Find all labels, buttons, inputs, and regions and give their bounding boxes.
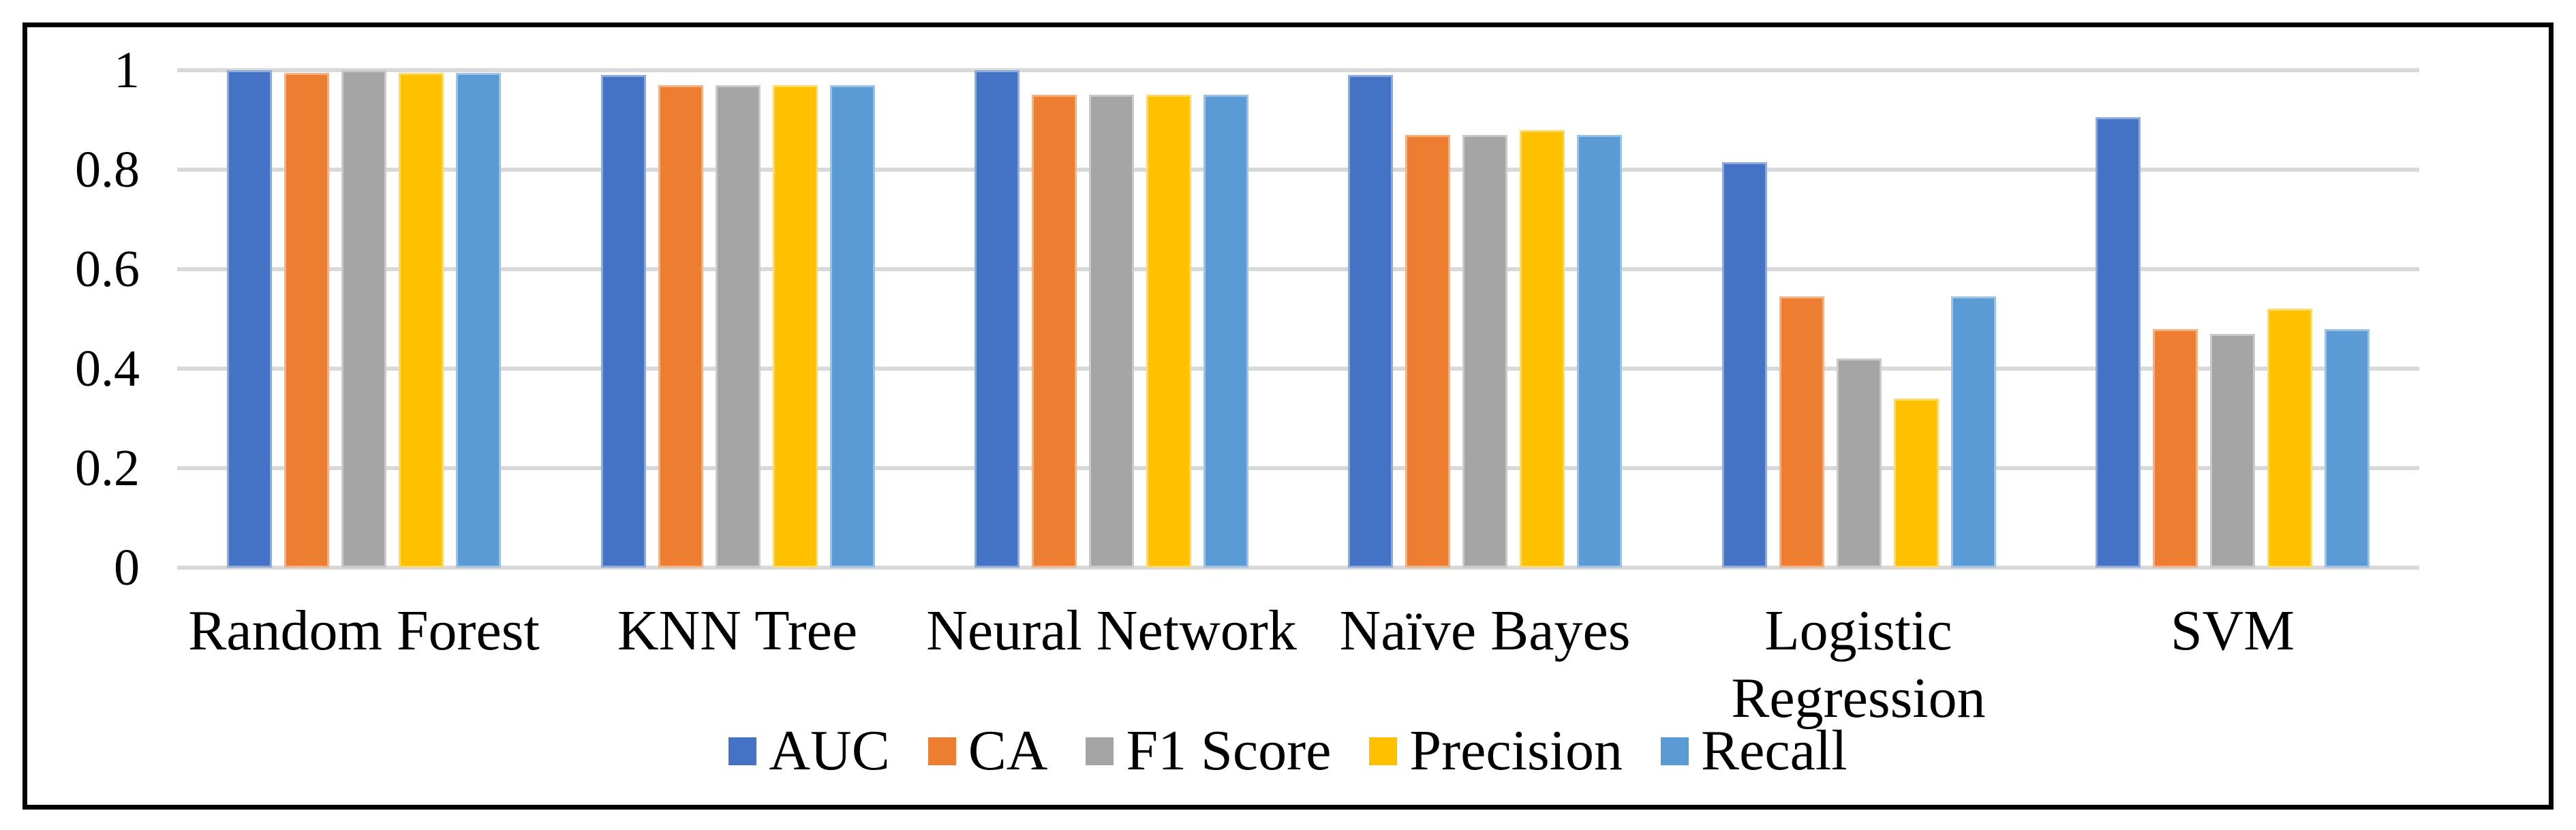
bar-auc-knn-tree bbox=[601, 75, 646, 568]
legend-label-precision: Precision bbox=[1409, 719, 1623, 782]
y-tick-label-0: 0 bbox=[114, 539, 140, 596]
x-category-label-logistic-regression: Logistic Regression bbox=[1731, 599, 1986, 731]
gridline-y-0-6 bbox=[177, 267, 2419, 271]
x-category-label-svm: SVM bbox=[2170, 599, 2295, 662]
bar-f1-score-logistic-regression bbox=[1837, 358, 1882, 568]
y-tick-label-0-6: 0.6 bbox=[75, 241, 140, 298]
gridline-y-1 bbox=[177, 68, 2419, 72]
legend-swatch-icon-f1-score bbox=[1086, 737, 1114, 765]
gridline-y-0-8 bbox=[177, 168, 2419, 172]
bar-f1-score-knn-tree bbox=[716, 85, 761, 568]
bar-ca-svm bbox=[2153, 329, 2198, 568]
bar-precision-knn-tree bbox=[773, 85, 818, 568]
legend-item-f1-score: F1 Score bbox=[1086, 718, 1331, 784]
legend-item-precision: Precision bbox=[1369, 718, 1623, 784]
y-tick-label-1: 1 bbox=[114, 42, 140, 99]
bar-ca-neural-network bbox=[1032, 95, 1077, 568]
bar-precision-na-ve-bayes bbox=[1520, 130, 1565, 568]
y-tick-label-0-4: 0.4 bbox=[75, 340, 140, 397]
legend-swatch-icon-recall bbox=[1661, 737, 1689, 765]
y-tick-label-0-8: 0.8 bbox=[75, 141, 140, 198]
legend-swatch-icon-ca bbox=[927, 737, 956, 765]
legend-item-ca: CA bbox=[927, 718, 1048, 784]
bar-auc-random-forest bbox=[227, 70, 272, 568]
bar-f1-score-na-ve-bayes bbox=[1462, 135, 1507, 568]
bar-recall-na-ve-bayes bbox=[1577, 135, 1622, 568]
bar-precision-logistic-regression bbox=[1894, 399, 1939, 568]
bar-ca-logistic-regression bbox=[1779, 296, 1824, 568]
y-tick-label-0-2: 0.2 bbox=[75, 440, 140, 497]
legend-label-f1-score: F1 Score bbox=[1126, 719, 1332, 782]
legend-label-ca: CA bbox=[968, 719, 1048, 782]
legend-item-auc: AUC bbox=[729, 718, 890, 784]
bar-auc-neural-network bbox=[975, 70, 1019, 568]
bar-recall-knn-tree bbox=[830, 85, 875, 568]
legend-label-recall: Recall bbox=[1701, 719, 1847, 782]
bar-recall-logistic-regression bbox=[1951, 296, 1996, 568]
gridline-y-0 bbox=[177, 566, 2419, 570]
bar-recall-neural-network bbox=[1203, 95, 1248, 568]
legend-item-recall: Recall bbox=[1661, 718, 1847, 784]
x-category-label-random-forest: Random Forest bbox=[188, 599, 540, 662]
bar-precision-random-forest bbox=[399, 73, 444, 568]
gridline-y-0-4 bbox=[177, 367, 2419, 371]
bar-auc-logistic-regression bbox=[1722, 162, 1767, 568]
bar-ca-knn-tree bbox=[658, 85, 703, 568]
bar-f1-score-svm bbox=[2210, 334, 2255, 568]
legend-swatch-icon-auc bbox=[729, 737, 757, 765]
bar-recall-random-forest bbox=[456, 73, 501, 568]
bar-f1-score-neural-network bbox=[1089, 95, 1134, 568]
bar-auc-na-ve-bayes bbox=[1348, 75, 1393, 568]
bar-recall-svm bbox=[2325, 329, 2370, 568]
bar-f1-score-random-forest bbox=[341, 70, 386, 568]
bar-auc-svm bbox=[2096, 117, 2141, 568]
x-category-label-na-ve-bayes: Naïve Bayes bbox=[1339, 599, 1631, 662]
gridline-y-0-2 bbox=[177, 466, 2419, 470]
legend-swatch-icon-precision bbox=[1369, 737, 1398, 765]
bar-ca-na-ve-bayes bbox=[1405, 135, 1450, 568]
x-category-label-knn-tree: KNN Tree bbox=[617, 599, 858, 662]
x-category-label-neural-network: Neural Network bbox=[926, 599, 1297, 662]
chart-legend: AUC CA F1 Score Precision Recall bbox=[0, 717, 2576, 785]
bar-precision-svm bbox=[2267, 309, 2312, 568]
bar-ca-random-forest bbox=[284, 73, 329, 568]
bar-precision-neural-network bbox=[1146, 95, 1191, 568]
legend-label-auc: AUC bbox=[769, 719, 890, 782]
